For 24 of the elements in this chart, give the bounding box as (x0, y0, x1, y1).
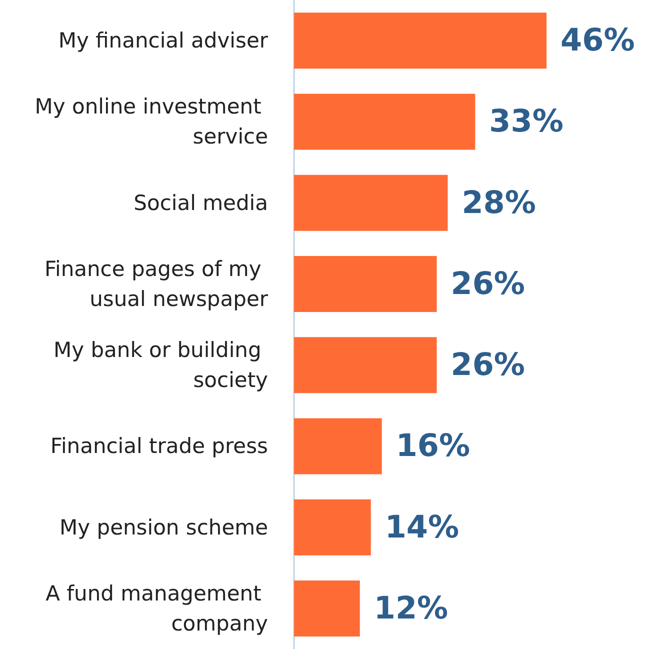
y-tick-label: My financial adviser (58, 28, 268, 53)
y-tick-label: My pension scheme (60, 515, 268, 540)
y-tick-label: Financial trade press (50, 434, 268, 458)
data-label: 16% (396, 428, 470, 464)
y-tick-label: Social media (134, 190, 268, 215)
data-label: 14% (384, 509, 460, 546)
bar (294, 174, 448, 231)
bar (294, 12, 547, 69)
data-label: 46% (560, 22, 635, 59)
bar (294, 94, 476, 150)
y-tick-label: A fund management company (46, 581, 268, 636)
data-label: 12% (374, 590, 448, 626)
y-tick-label: Finance pages of my usual newspaper (44, 256, 268, 311)
bar (294, 580, 360, 636)
y-tick-label: My bank or building society (53, 338, 268, 392)
data-label: 26% (450, 347, 525, 384)
bar (294, 256, 437, 312)
bar (294, 337, 437, 394)
data-label: 28% (462, 184, 536, 221)
data-label: 26% (450, 266, 525, 302)
bar (294, 499, 371, 556)
bar (294, 418, 382, 474)
data-label: 33% (489, 104, 564, 140)
y-tick-label: My online investment service (34, 94, 268, 149)
